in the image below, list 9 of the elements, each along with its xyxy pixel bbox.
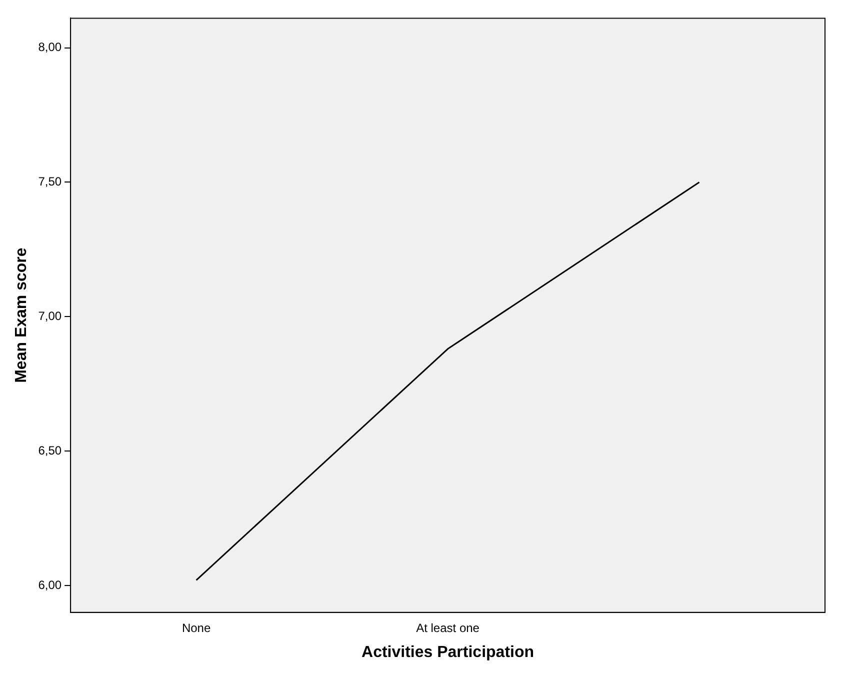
y-tick-label: 7,00 [38, 308, 62, 323]
x-tick-label: None [182, 620, 211, 635]
y-tick-label: 6,50 [38, 443, 62, 458]
x-tick-label: At least one [416, 620, 480, 635]
x-axis-title: Activities Participation [362, 644, 534, 661]
y-tick-label: 8,00 [38, 40, 62, 54]
y-axis-title: Mean Exam score [13, 248, 30, 383]
y-tick-label: 7,50 [38, 174, 62, 189]
y-tick-label: 6,00 [38, 578, 62, 592]
